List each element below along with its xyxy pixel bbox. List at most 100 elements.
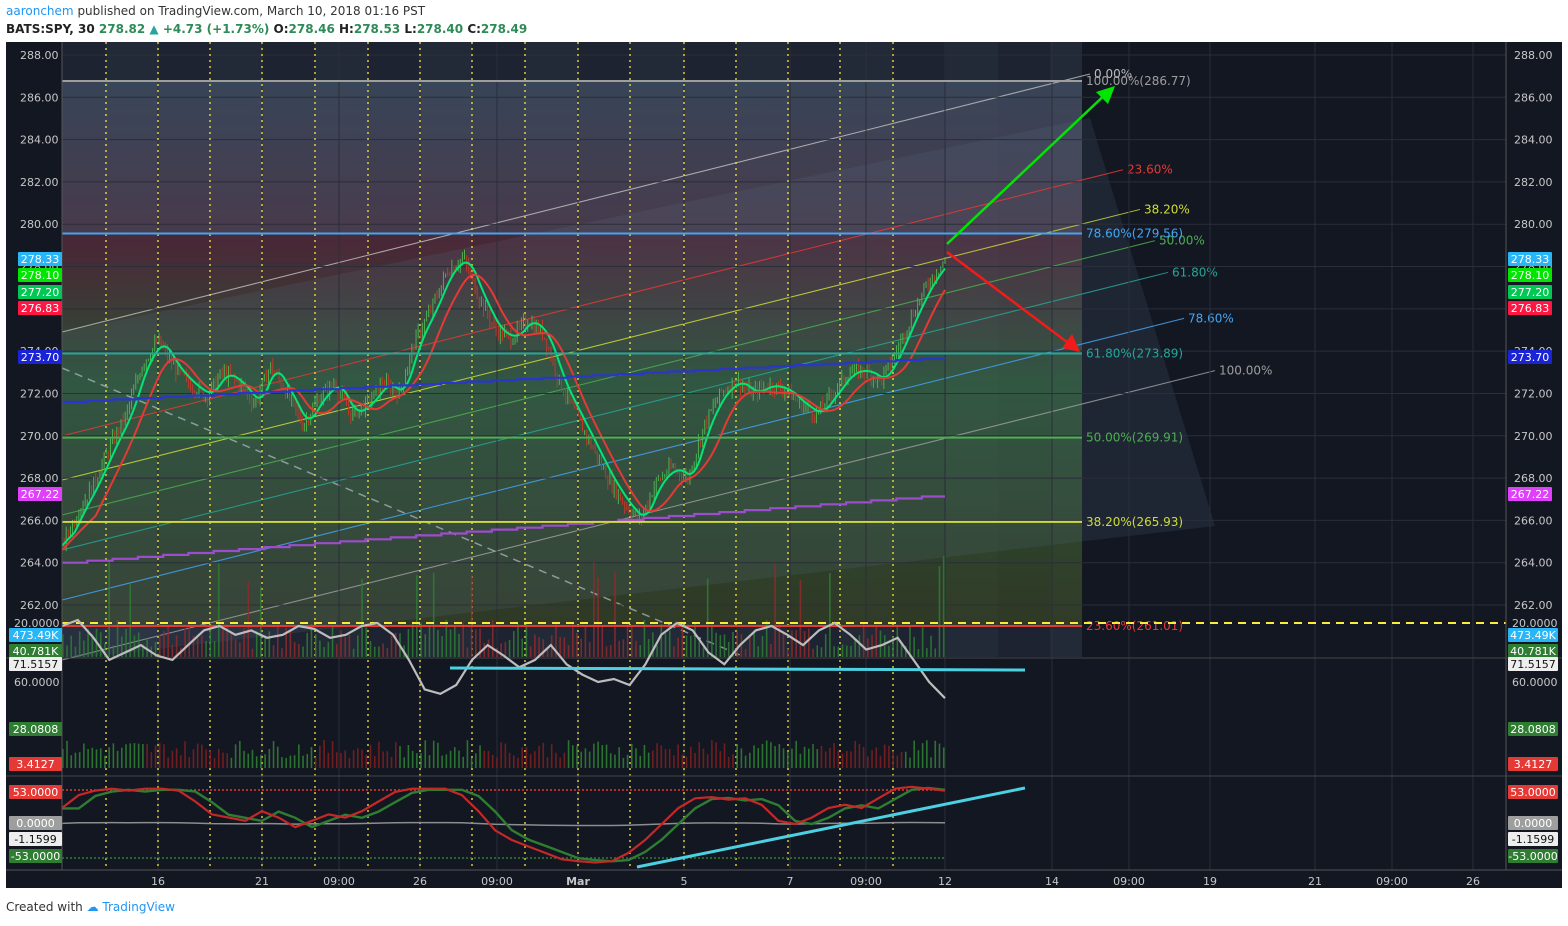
- volume-bar: [285, 627, 287, 657]
- histogram-bar: [921, 743, 924, 768]
- x-tick-label: 12: [938, 875, 952, 888]
- y-tick-label-right: 282.00: [1514, 176, 1553, 189]
- histogram-bar: [357, 748, 359, 768]
- dashed-trendline: [61, 367, 741, 656]
- macd-line: [61, 785, 946, 864]
- volume-bar: [327, 642, 330, 657]
- histogram-bar: [217, 748, 220, 768]
- x-tick-label: 16: [151, 875, 165, 888]
- volume-bar: [580, 638, 583, 657]
- volume-bar: [441, 635, 443, 657]
- y-tick-label-left: 262.00: [20, 599, 59, 612]
- y-tick-label-left: 270.00: [20, 430, 59, 443]
- histogram-bar: [121, 747, 123, 768]
- tradingview-link[interactable]: TradingView: [102, 900, 175, 914]
- volume-bar: [635, 640, 637, 657]
- price-tag-text: 267.22: [1511, 488, 1550, 501]
- price-tag-bg: [9, 849, 62, 863]
- volume-bar: [854, 639, 856, 657]
- volume-bar: [87, 629, 89, 657]
- volume-bar: [184, 628, 186, 657]
- histogram-bar: [390, 756, 393, 768]
- price-tag-bg: [9, 785, 62, 799]
- volume-bar: [154, 641, 157, 657]
- volume-bar: [158, 634, 161, 657]
- fib-level-label: 50.00%(269.91): [1086, 431, 1183, 445]
- tradingview-logo-icon[interactable]: ☁: [86, 900, 99, 914]
- histogram-bar: [803, 746, 806, 768]
- histogram-bar: [302, 755, 304, 768]
- volume-bar: [913, 637, 915, 657]
- histogram-bar: [491, 754, 494, 768]
- volume-bar: [449, 629, 452, 657]
- histogram-bar: [504, 743, 507, 768]
- volume-bar: [437, 629, 439, 657]
- histogram-bar: [158, 743, 161, 768]
- volume-bar: [917, 648, 920, 657]
- macd-pane: [6, 775, 1562, 869]
- histogram-bar: [559, 757, 561, 768]
- volume-bar: [605, 646, 608, 657]
- price-tag-text: 273.70: [1511, 351, 1550, 364]
- volume-bar: [685, 635, 688, 657]
- histogram-bar: [904, 751, 907, 768]
- volume-bar: [268, 631, 271, 657]
- volume-bar: [222, 621, 224, 657]
- session-markers: [105, 42, 894, 870]
- close-label: C:: [467, 22, 481, 36]
- volume-bar: [357, 635, 359, 657]
- channel-line: [61, 317, 1185, 601]
- histogram-bar: [432, 740, 435, 768]
- histogram-bar: [62, 748, 64, 768]
- volume-bar: [175, 635, 178, 657]
- price-tag-bg: [18, 268, 62, 282]
- volume-bar: [673, 646, 675, 657]
- published-text: published on TradingView.com, March 10, …: [77, 4, 426, 18]
- histogram-bar: [243, 750, 245, 768]
- histogram-bar: [428, 755, 431, 768]
- price-tag-bg: [18, 301, 62, 315]
- price-tag-bg: [1508, 350, 1552, 364]
- price-tag-text: 0.0000: [16, 817, 55, 830]
- volume-bar: [841, 644, 844, 657]
- volume-bar: [525, 622, 528, 657]
- price-tag-bg: [1508, 832, 1558, 846]
- histogram-bar: [588, 751, 591, 768]
- osc-tick-label-left: 20.0000: [14, 617, 60, 630]
- volume-bar: [871, 635, 873, 657]
- volume-bar: [694, 622, 696, 657]
- volume-bar: [243, 628, 245, 657]
- price-tag-text: 53.0000: [13, 786, 59, 799]
- histogram-bar: [394, 742, 397, 768]
- histogram-bar: [483, 750, 486, 768]
- volume-bar: [66, 645, 68, 657]
- low-value: 278.40: [416, 22, 464, 36]
- volume-bar: [272, 645, 275, 657]
- histogram-bar: [761, 743, 764, 768]
- volume-bar: [466, 647, 469, 657]
- volume-bar: [382, 643, 384, 657]
- histogram-bar: [496, 757, 498, 768]
- volume-bar: [571, 623, 574, 657]
- volume-bar: [302, 646, 304, 657]
- volume-bar: [753, 630, 755, 657]
- histogram-bar: [306, 753, 309, 768]
- x-tick-label: 21: [1308, 875, 1322, 888]
- volume-bar: [420, 622, 422, 657]
- histogram-bar: [618, 747, 620, 768]
- volume-bar: [904, 645, 907, 657]
- up-arrow-icon: ▲: [149, 22, 159, 36]
- volume-bar: [630, 625, 633, 657]
- histogram-bar: [677, 744, 679, 768]
- histogram-bar: [555, 752, 557, 768]
- author-link[interactable]: aaronchem: [6, 4, 74, 18]
- volume-bar: [677, 637, 679, 657]
- y-tick-label-right: 272.00: [1514, 387, 1553, 400]
- histogram-bar: [719, 751, 722, 768]
- histogram-bar: [298, 744, 300, 768]
- price-tag-bg: [9, 644, 62, 658]
- histogram-bar: [112, 743, 115, 768]
- price-tag-text: 71.5157: [1510, 658, 1556, 671]
- volume-bar: [812, 648, 814, 657]
